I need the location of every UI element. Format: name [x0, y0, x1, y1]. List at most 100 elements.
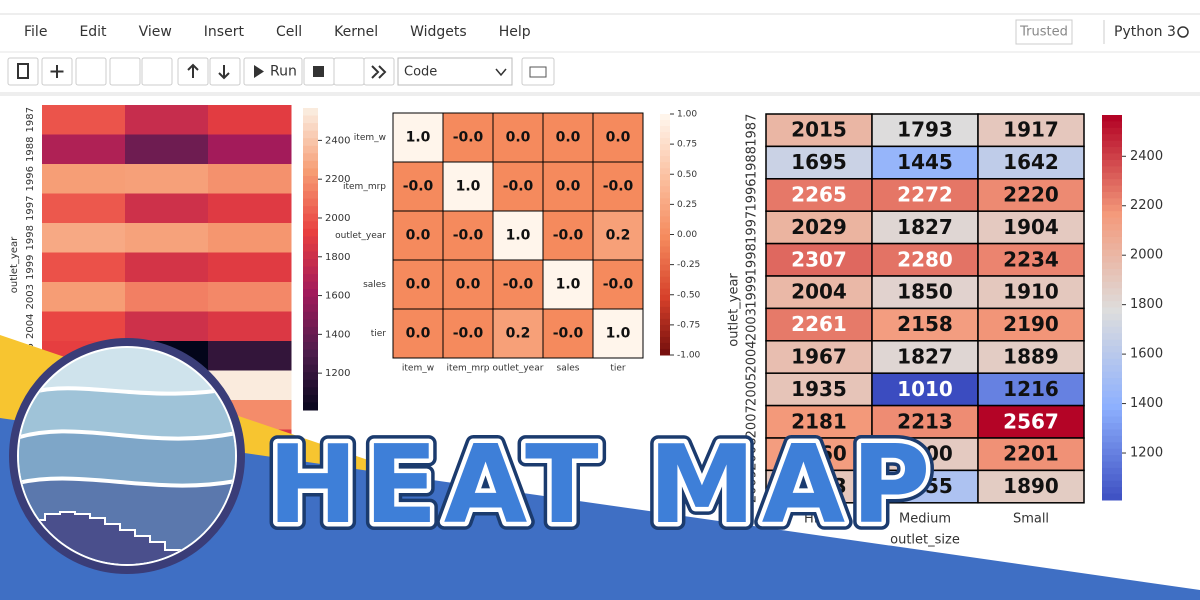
colorbar-segment — [660, 120, 670, 127]
y-tick-label: tier — [371, 329, 387, 339]
heatmap-cell — [42, 282, 126, 312]
colorbar-segment — [303, 221, 318, 230]
menu-item[interactable]: Edit — [79, 24, 107, 40]
heatmap-cell — [42, 193, 126, 224]
colorbar-segment — [1102, 397, 1122, 405]
colorbar-tick-label: 2200 — [1130, 198, 1163, 213]
colorbar-segment — [303, 281, 318, 290]
trusted[interactable]: Trusted — [1019, 25, 1068, 40]
colorbar-segment — [303, 115, 318, 124]
colorbar-segment — [1102, 185, 1122, 193]
heatmap-cell — [977, 340, 1085, 374]
colorbar-segment — [1102, 339, 1122, 347]
colorbar-segment — [1102, 198, 1122, 206]
heatmap-cell — [42, 252, 126, 283]
cell-label: 2280 — [897, 247, 953, 271]
heatmap-cell — [392, 259, 444, 310]
heatmap-cell — [977, 242, 1085, 277]
cell-label: 1793 — [897, 118, 953, 142]
cell-label: 2220 — [1003, 183, 1059, 207]
colorbar-segment — [660, 324, 670, 332]
heatmap-cell — [492, 161, 544, 212]
colorbar-tick-label: 2400 — [1130, 149, 1163, 164]
colorbar-segment — [1102, 333, 1122, 341]
keyboard-button[interactable] — [521, 57, 555, 86]
menu-item[interactable]: Cell — [276, 24, 302, 40]
heatmap-cell — [42, 164, 126, 194]
cell-label: 2004 — [791, 280, 847, 304]
run-button[interactable] — [243, 57, 303, 86]
heatmap-cell — [392, 308, 444, 359]
cell-label: 1216 — [1003, 377, 1059, 401]
cell-label: 2158 — [897, 312, 953, 336]
y-tick-label: 2007 — [745, 405, 760, 438]
y-tick-label: 1997 — [745, 211, 760, 244]
menu-item[interactable]: Widgets — [410, 24, 467, 40]
trusted-box[interactable] — [1015, 19, 1073, 45]
copy-button[interactable] — [109, 57, 141, 86]
heatmap-cell — [765, 307, 873, 342]
colorbar-tick-label: 0.50 — [677, 170, 697, 180]
colorbar-segment — [303, 228, 318, 237]
heatmap-cell — [208, 252, 292, 283]
colorbar-segment — [303, 326, 318, 335]
cell-type[interactable]: Code — [404, 65, 437, 80]
cut-button[interactable] — [75, 57, 107, 86]
run-label[interactable]: Run — [270, 64, 297, 80]
heatmap-cell — [42, 311, 126, 342]
heatmap-cell — [442, 308, 494, 359]
colorbar-segment — [303, 138, 318, 147]
heatmap-cell — [765, 242, 873, 277]
colorbar-segment — [1102, 230, 1122, 238]
colorbar-segment — [660, 348, 670, 356]
cell-label: 1010 — [897, 377, 953, 401]
heatmap-cell — [392, 112, 444, 163]
heatmap-cell — [542, 308, 594, 359]
logo-bars — [19, 511, 235, 564]
colorbar-segment — [303, 145, 318, 154]
colorbar-tick-label: -1.00 — [677, 351, 701, 361]
colorbar-tick-label: 1600 — [325, 291, 350, 302]
colorbar-segment — [303, 168, 318, 177]
restart-button[interactable] — [333, 57, 365, 86]
y-tick-label: 1987 — [25, 107, 36, 132]
colorbar-segment — [1102, 442, 1122, 450]
menu-item[interactable]: File — [24, 24, 47, 40]
colorbar-segment — [1102, 487, 1122, 495]
heatmap-cell — [871, 178, 979, 212]
colorbar-tick-label: 1400 — [325, 329, 350, 340]
colorbar-segment — [303, 191, 318, 200]
heatmap-cell — [871, 242, 979, 277]
menu-item[interactable]: Help — [499, 24, 531, 40]
cell-label: 2261 — [791, 312, 847, 336]
cell-label: 0.0 — [456, 277, 481, 293]
heatmap-cell — [542, 161, 594, 212]
colorbar-segment — [303, 183, 318, 192]
colorbar-segment — [303, 379, 318, 388]
cell-label: 2213 — [897, 409, 953, 433]
x-tick-label: Small — [1013, 512, 1049, 527]
colorbar-segment — [660, 138, 670, 145]
colorbar-segment — [1102, 320, 1122, 328]
colorbar-tick-label: 1800 — [325, 252, 350, 263]
menu-item[interactable]: Kernel — [334, 24, 378, 40]
save-button[interactable] — [7, 57, 39, 86]
colorbar-segment — [660, 312, 670, 320]
menu-item[interactable]: Insert — [204, 24, 245, 40]
colorbar-segment — [303, 296, 318, 305]
heatmap-cell — [592, 308, 644, 359]
x-tick-label: High — [804, 512, 834, 527]
cell-type-select[interactable] — [397, 57, 513, 86]
paste-button[interactable] — [141, 57, 173, 86]
colorbar-segment — [660, 240, 670, 248]
y-tick-label: 2003 — [25, 284, 36, 309]
colorbar-segment — [303, 153, 318, 162]
colorbar-tick-label: 1200 — [1130, 446, 1163, 461]
skip-button[interactable] — [363, 57, 395, 86]
colorbar-tick-label: 1200 — [325, 368, 350, 379]
menu-item[interactable]: View — [139, 24, 172, 40]
colorbar-segment — [303, 123, 318, 132]
heatmap-cell — [765, 469, 873, 504]
colorbar-segment — [1102, 378, 1122, 385]
